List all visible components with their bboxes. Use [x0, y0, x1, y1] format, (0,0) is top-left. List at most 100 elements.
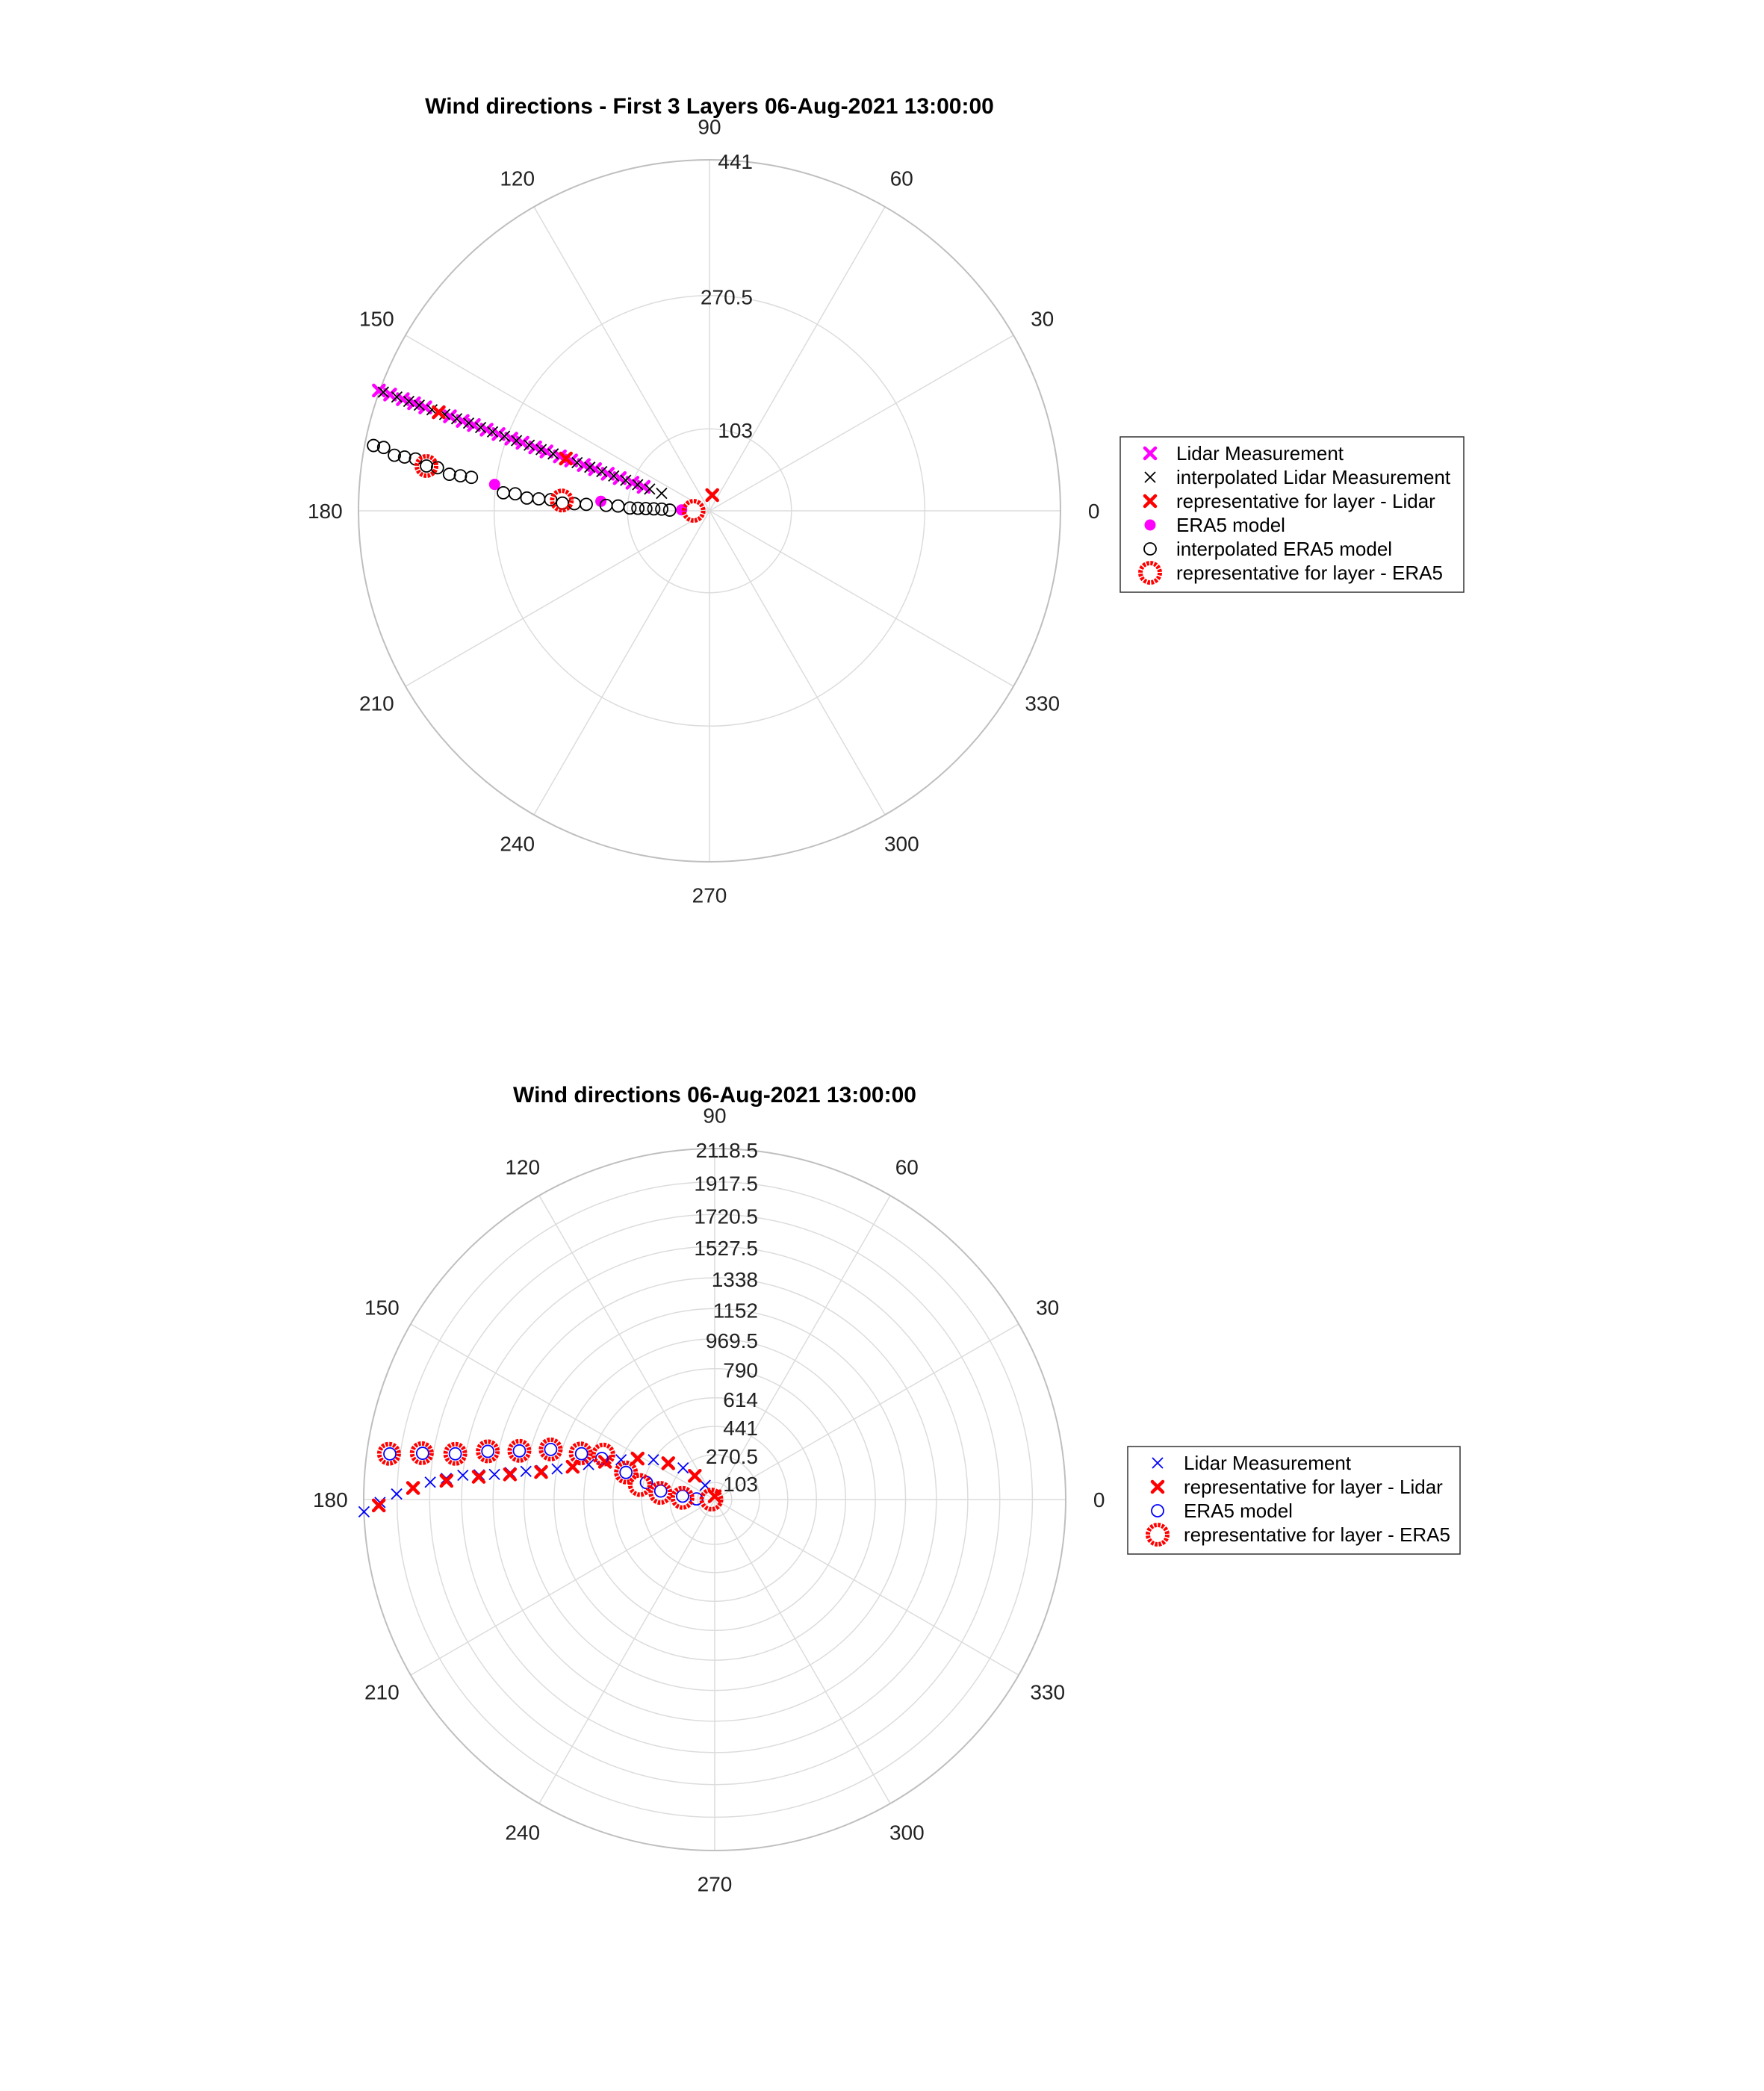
r-gridline [492, 1277, 937, 1722]
data-point [661, 1456, 676, 1470]
theta-gridline [538, 1499, 715, 1804]
data-point [655, 502, 668, 516]
data-point [568, 1441, 593, 1466]
data-point [508, 487, 522, 501]
legend-entry: interpolated Lidar Measurement [1176, 466, 1451, 488]
series-2 [432, 405, 719, 503]
legend-entry: Lidar Measurement [1184, 1452, 1352, 1474]
polar-outer-ring [358, 159, 1061, 863]
theta-gridline [709, 206, 886, 512]
chart-title: Wind directions - First 3 Layers 06-Aug-… [425, 94, 994, 119]
data-point [415, 1447, 429, 1460]
r-gridline [396, 1181, 1034, 1818]
legend-entry: representative for layer - ERA5 [1184, 1523, 1450, 1546]
legend-box [1119, 436, 1465, 593]
data-point [524, 439, 535, 451]
data-point [707, 1489, 722, 1503]
data-point [705, 488, 719, 503]
theta-tick-label: 210 [359, 692, 394, 715]
series-1 [377, 386, 668, 500]
theta-tick-label: 300 [884, 833, 919, 856]
legend-marker [1138, 561, 1162, 585]
theta-tick-label: 60 [895, 1155, 919, 1178]
data-point [391, 1488, 403, 1500]
data-point [551, 1463, 563, 1475]
r-tick-label: 969.5 [706, 1329, 758, 1352]
data-point [544, 1442, 558, 1456]
data-point [507, 1438, 532, 1463]
data-point [636, 479, 651, 494]
series-3 [376, 1437, 724, 1511]
r-tick-label: 1720.5 [694, 1205, 758, 1228]
data-point [376, 441, 391, 455]
theta-tick-label: 180 [308, 500, 343, 523]
legend-marker [1152, 1457, 1164, 1469]
r-tick-label: 1152 [713, 1299, 758, 1322]
r-tick-label: 614 [723, 1388, 758, 1411]
legend-marker [1151, 1504, 1164, 1517]
r-gridline [627, 428, 792, 594]
theta-tick-label: 240 [505, 1821, 540, 1845]
data-point [528, 440, 542, 455]
r-gridline [583, 1367, 847, 1632]
data-point [535, 444, 547, 456]
data-point [418, 400, 432, 414]
data-point [481, 1444, 495, 1458]
theta-tick-label: 150 [364, 1296, 400, 1320]
legend-entry: interpolated ERA5 model [1176, 538, 1392, 560]
data-point [559, 451, 573, 466]
data-point [409, 1441, 434, 1465]
r-tick-label: 2118.5 [695, 1139, 758, 1162]
data-point [510, 435, 523, 447]
legend-marker [1143, 494, 1158, 509]
legend-entry: representative for layer - Lidar [1184, 1476, 1443, 1498]
r-gridline [612, 1397, 817, 1602]
series-0 [372, 383, 651, 494]
data-point [614, 1460, 639, 1485]
data-point [639, 502, 653, 515]
data-point [512, 1444, 527, 1458]
data-point [544, 493, 558, 507]
theta-tick-label: 270 [698, 1873, 733, 1896]
polar-chart-first-3-layers: 0 30 60 90 120 150 180 210 240 270 300 330 103 270.5 4… [308, 94, 1465, 907]
theta-gridline [709, 510, 1014, 687]
legend-marker [1144, 519, 1156, 531]
data-point [456, 414, 470, 428]
theta-gridline [709, 335, 1014, 512]
data-point [612, 471, 627, 485]
data-point [681, 499, 706, 523]
r-gridline [553, 1338, 876, 1661]
r-gridline [641, 1426, 789, 1573]
legend-entry: ERA5 model [1176, 514, 1285, 536]
theta-gridline [714, 1323, 1019, 1500]
legend-marker [1150, 1479, 1165, 1494]
data-point [376, 1441, 401, 1466]
theta-gridline [533, 206, 710, 512]
legend-marker [1144, 471, 1156, 483]
data-point [534, 1464, 548, 1479]
series-5 [414, 453, 706, 523]
data-point [479, 423, 494, 437]
theta-gridline [410, 1323, 715, 1500]
theta-tick-label: 270 [692, 884, 727, 907]
data-point [580, 497, 593, 512]
theta-gridline [410, 1499, 715, 1676]
data-point [491, 426, 506, 441]
data-point [413, 399, 426, 411]
data-point [377, 386, 389, 398]
data-point [677, 1462, 689, 1474]
data-point [439, 1473, 454, 1488]
data-point [486, 426, 499, 438]
data-point [688, 1468, 702, 1483]
data-point [358, 1506, 370, 1518]
r-gridline [523, 1308, 907, 1691]
legend-entry: representative for layer - Lidar [1176, 490, 1435, 512]
r-tick-label: 790 [723, 1359, 758, 1382]
data-point [630, 1451, 645, 1466]
data-point [414, 453, 439, 478]
chart-title: Wind directions 06-Aug-2021 13:00:00 [513, 1083, 916, 1107]
data-point [371, 1498, 386, 1513]
legend-entry: representative for layer - ERA5 [1176, 562, 1443, 584]
